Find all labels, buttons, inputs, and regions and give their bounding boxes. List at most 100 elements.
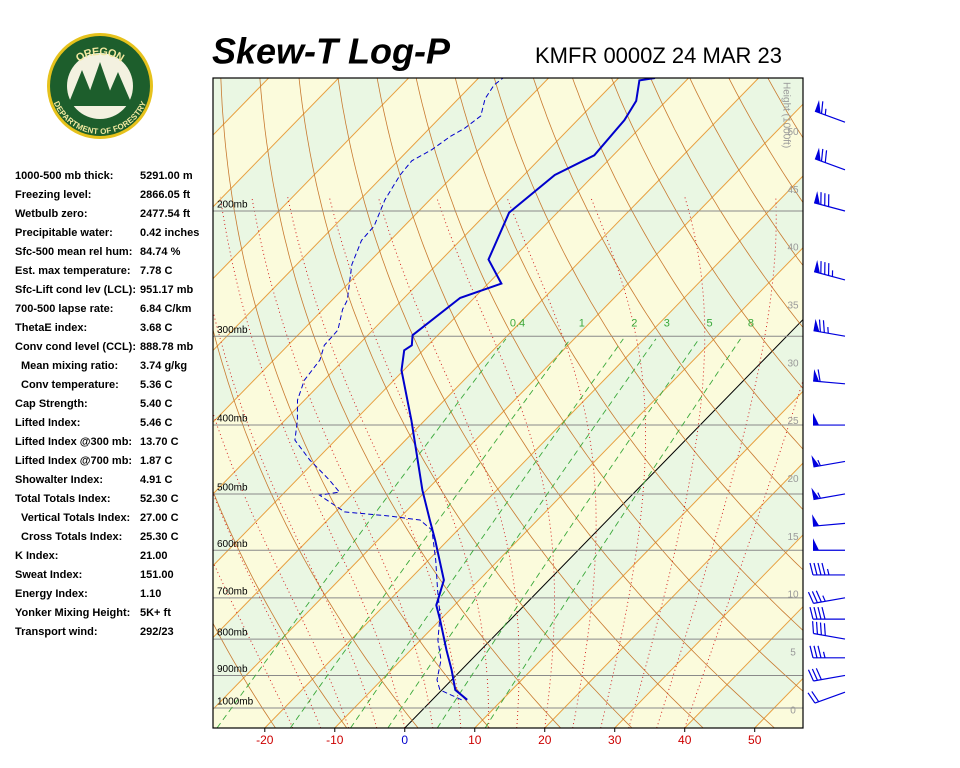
index-value: 5.36 C [140, 379, 172, 391]
index-value: 292/23 [140, 626, 174, 638]
barb-shaft [813, 632, 846, 640]
mixing-ratio-line [216, 338, 507, 728]
index-label: Transport wind: [15, 626, 98, 638]
isotherm [213, 78, 549, 423]
index-label: Cross Totals Index: [21, 531, 122, 543]
index-value: 84.74 % [140, 246, 181, 258]
index-value: 5291.00 m [140, 170, 193, 182]
x-tick-label: 0 [401, 733, 408, 747]
barb-half [817, 492, 821, 499]
index-value: 3.68 C [140, 322, 172, 334]
index-value: 2866.05 ft [140, 189, 190, 201]
barb-feather [822, 320, 825, 333]
isotherm [614, 534, 803, 728]
dry-adiabat [650, 78, 803, 329]
index-value: 27.00 C [140, 512, 179, 524]
index-value: 4.91 C [140, 474, 172, 486]
isotherm [474, 390, 803, 728]
plot-frame [212, 77, 804, 729]
logo: OREGON DEPARTMENT OF FORESTRY [47, 33, 153, 139]
height-axis-title: Height (1000ft) [780, 82, 791, 148]
isotherm [213, 78, 759, 639]
height-tick-label: 30 [787, 358, 799, 369]
barb-shaft [814, 158, 846, 171]
pressure-label: 500mb [217, 483, 248, 494]
wind-barb [814, 99, 846, 123]
wind-barb [813, 538, 845, 551]
index-label: Wetbulb zero: [15, 208, 88, 220]
barb-feather [809, 645, 814, 658]
pressure-label: 900mb [217, 664, 248, 675]
dry-adiabat [220, 78, 490, 728]
index-label: Cap Strength: [15, 398, 88, 410]
index-label: Precipitable water: [15, 227, 113, 239]
barb-feather [817, 645, 822, 658]
index-value: 5.40 C [140, 398, 172, 410]
moist-adiabat [684, 379, 803, 728]
dry-adiabat [921, 73, 960, 728]
barb-pennant [814, 99, 821, 114]
pressure-label: 700mb [217, 586, 248, 597]
index-value: 1.10 [140, 588, 161, 600]
barb-feather [823, 623, 826, 636]
index-label: Est. max temperature: [15, 265, 131, 277]
dry-adiabat [611, 78, 803, 390]
isotherm [213, 78, 479, 352]
pressure-label: 200mb [217, 200, 248, 211]
logo-top-path: OREGON [74, 46, 126, 65]
logo-trees [70, 62, 130, 102]
subtitle: KMFR 0000Z 24 MAR 23 [535, 43, 782, 68]
pressure-label: 600mb [217, 539, 248, 550]
barb-shaft [814, 110, 846, 123]
band [825, 78, 960, 728]
barb-shaft [813, 271, 846, 281]
wind-barb [807, 590, 846, 604]
barb-feather [824, 150, 828, 163]
logo-top-text: OREGON [74, 46, 126, 65]
mixing-ratio-line [387, 338, 657, 728]
index-label: Conv cond level (CCL): [15, 341, 136, 353]
mixing-ratio-label: 5 [707, 318, 713, 330]
height-tick-label: 35 [787, 300, 799, 311]
dry-adiabat [493, 78, 803, 571]
moist-adiabat [590, 196, 646, 728]
isotherm [264, 175, 803, 728]
band [754, 678, 803, 728]
barb-pennant [812, 514, 820, 527]
barb-shaft [814, 691, 846, 704]
dry-adiabat [213, 490, 348, 728]
wind-barb [813, 369, 846, 385]
barb-feather [811, 591, 818, 603]
barb-feather [821, 562, 826, 576]
barb-shaft [813, 380, 846, 385]
barb-feather [813, 562, 818, 576]
band [213, 104, 803, 728]
barb-half [817, 459, 821, 466]
height-tick-label: 0 [790, 705, 796, 716]
index-label: K Index: [15, 550, 58, 562]
height-tick-label: 50 [787, 127, 799, 138]
index-value: 2477.54 ft [140, 208, 190, 220]
logo-ground [68, 100, 132, 106]
dry-adiabat [376, 78, 775, 728]
barb-shaft [813, 522, 846, 527]
index-value: 5K+ ft [140, 607, 171, 619]
barb-feather [807, 591, 815, 604]
index-value: 0.42 inches [140, 227, 199, 239]
barb-feather [809, 606, 814, 620]
plot-area [213, 73, 960, 728]
mixing-ratio-line [484, 338, 741, 728]
index-value: 151.00 [140, 569, 174, 581]
mixing-ratio-label: 2 [631, 318, 637, 330]
x-tick-label: 50 [748, 733, 762, 747]
barb-pennant [813, 369, 820, 382]
wind-barb [813, 413, 845, 426]
isotherm [213, 78, 619, 495]
barb-pennant [813, 318, 820, 332]
index-value: 7.78 C [140, 265, 172, 277]
pressure-label: 1000mb [217, 697, 254, 708]
mixing-ratio-line [350, 338, 624, 728]
height-tick-label: 15 [787, 532, 799, 543]
barb-feather [815, 668, 822, 680]
